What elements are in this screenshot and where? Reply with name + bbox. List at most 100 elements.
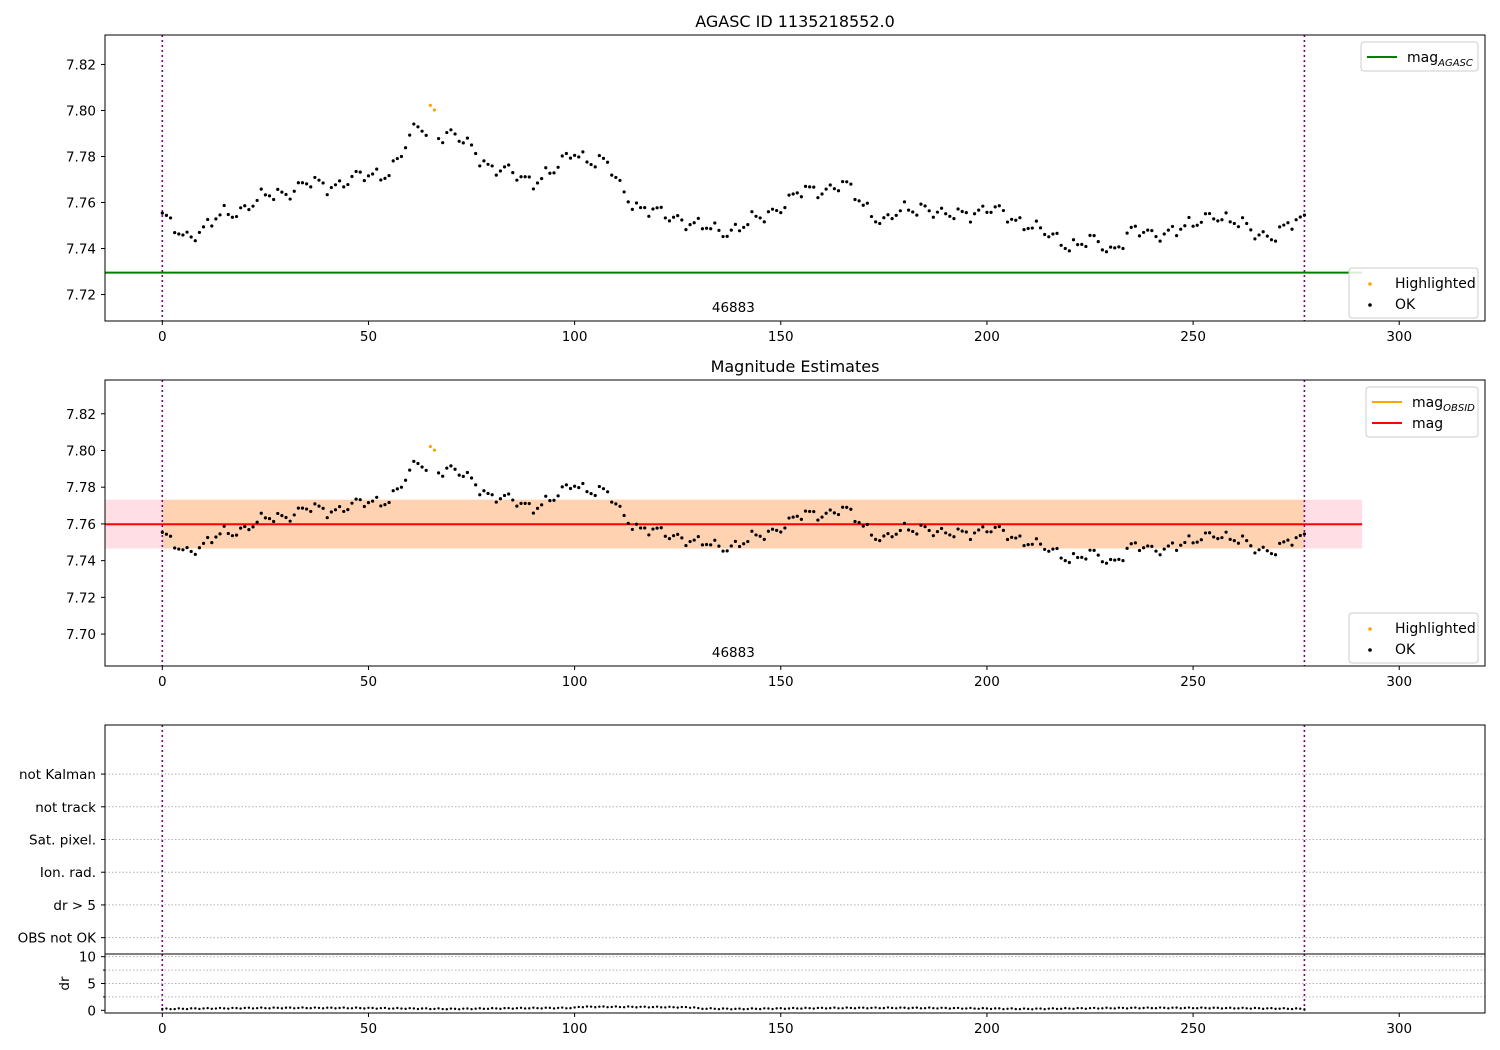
dr-point	[870, 1006, 873, 1010]
ok-point	[1133, 541, 1137, 545]
ok-point	[556, 494, 560, 498]
ok-point	[457, 139, 461, 143]
dr-point	[371, 1006, 374, 1010]
dr-point	[738, 1007, 741, 1010]
dr-point	[478, 1007, 481, 1010]
ok-point	[1273, 553, 1278, 557]
ok-point	[944, 531, 948, 535]
ok-point	[733, 222, 738, 226]
ok-point	[700, 227, 705, 231]
ok-point	[614, 175, 618, 180]
ok-point	[647, 533, 651, 537]
dr-point	[181, 1007, 185, 1010]
dr-point	[1130, 1006, 1133, 1010]
dr-point	[787, 1007, 791, 1010]
dr-point	[280, 1007, 284, 1010]
dr-point	[1220, 1007, 1224, 1010]
ok-point	[420, 129, 424, 133]
dr-point	[499, 1007, 502, 1011]
ok-point	[684, 543, 688, 548]
dr-point	[647, 1006, 651, 1009]
dr-point	[1249, 1007, 1253, 1010]
ok-point	[762, 220, 766, 224]
dr-point	[470, 1007, 473, 1011]
dr-point	[1278, 1007, 1281, 1010]
ok-point	[618, 178, 622, 183]
ok-point	[890, 535, 894, 539]
dr-point	[857, 1006, 861, 1009]
ok-point	[403, 146, 408, 150]
ok-point	[1034, 219, 1039, 223]
ok-point	[1240, 534, 1245, 538]
mag-agasc-panel: 46883 0 50 100 150 200 250 300 7.72 7.74 7.76 7.78 7…	[66, 12, 1486, 345]
dr-point	[1134, 1006, 1137, 1009]
ok-point	[210, 224, 214, 228]
dr-point	[1187, 1006, 1191, 1009]
ok-point	[292, 513, 296, 517]
ok-point	[1113, 246, 1117, 250]
ok-point	[358, 170, 362, 174]
ok-point	[1166, 228, 1170, 232]
ok-point	[564, 151, 568, 156]
dr-point	[973, 1007, 976, 1010]
x-tick-label: 200	[974, 1021, 1000, 1037]
dr-point	[903, 1006, 906, 1009]
ok-point	[882, 216, 886, 220]
ok-point	[923, 525, 927, 529]
dr-point	[808, 1006, 811, 1010]
y-tick-label: 7.78	[66, 480, 96, 496]
dr-point	[627, 1005, 630, 1008]
ok-point	[181, 548, 185, 552]
ok-point	[614, 502, 618, 506]
ok-point	[544, 166, 548, 170]
ok-point	[408, 468, 412, 472]
y-tick-label: 7.80	[66, 443, 96, 459]
dr-point	[928, 1006, 931, 1009]
ok-point	[342, 509, 346, 514]
ok-point	[383, 176, 387, 180]
ok-point	[338, 505, 342, 509]
ok-point	[1051, 232, 1055, 236]
ok-point	[276, 511, 280, 516]
ok-point	[375, 495, 379, 499]
dr-point	[791, 1006, 795, 1010]
dr-point	[804, 1006, 807, 1010]
ok-point	[997, 524, 1001, 529]
dr-point	[528, 1007, 531, 1010]
dr-point	[433, 1007, 436, 1011]
dr-point	[622, 1006, 626, 1009]
ok-point	[1010, 535, 1014, 539]
dr-point	[288, 1006, 292, 1009]
dr-point	[1055, 1007, 1059, 1011]
ok-point	[1253, 237, 1257, 241]
legend-label-text: mag	[1412, 416, 1443, 432]
x-tick-label: 0	[158, 1021, 167, 1037]
ok-point	[874, 220, 878, 224]
dr-point	[297, 1006, 300, 1010]
dr-point	[486, 1007, 490, 1011]
ok-point	[1195, 540, 1199, 544]
ok-point	[812, 185, 816, 189]
dr-point	[758, 1007, 762, 1011]
ok-point	[482, 159, 486, 163]
dr-point	[730, 1008, 733, 1011]
ok-point	[820, 192, 824, 196]
dr-point	[948, 1007, 952, 1010]
y-tick-label: 10	[79, 950, 96, 966]
dr-point	[1245, 1007, 1248, 1010]
ok-point	[828, 183, 832, 187]
dr-point	[668, 1005, 671, 1008]
y-tick-label: 7.70	[66, 627, 96, 643]
ok-point	[684, 228, 688, 232]
dr-point	[449, 1007, 453, 1010]
x-tick-label: 300	[1386, 674, 1412, 690]
dr-point	[635, 1006, 638, 1009]
ok-point	[832, 187, 836, 191]
x-tick-label: 0	[158, 674, 167, 690]
ok-point	[362, 504, 366, 509]
ok-point	[610, 500, 614, 504]
ok-point	[779, 211, 783, 215]
ok-point	[1137, 234, 1142, 238]
dr-point	[396, 1006, 399, 1010]
y-tick-label: 7.76	[66, 196, 96, 212]
